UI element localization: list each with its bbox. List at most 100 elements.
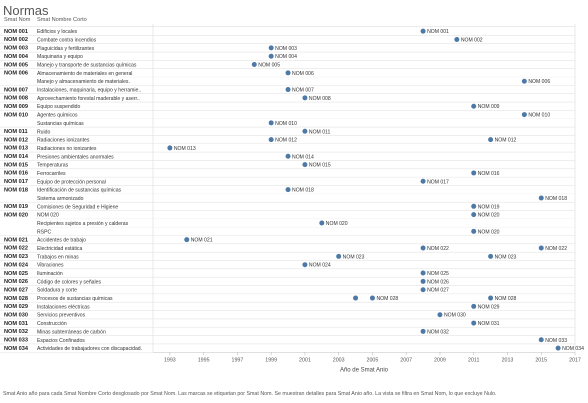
data-point[interactable] — [336, 253, 342, 259]
chart-caption: Smat Anio año para cada Smat Nombre Cort… — [3, 391, 497, 397]
data-point[interactable] — [268, 53, 274, 59]
row-name-label: Aprovechamiento forestal maderable y ase… — [37, 96, 140, 102]
data-point-label: NOM 019 — [478, 204, 500, 210]
row-name-label: Sistema armonizado — [37, 196, 84, 202]
row-name-label: Almacenamiento de materiales en general — [37, 71, 132, 77]
data-point[interactable] — [285, 187, 291, 193]
row-name-label: Instalaciones, maquinaria, equipo y herr… — [37, 88, 141, 94]
row-nom-label: NOM 003 — [4, 46, 28, 52]
row-name-label: Radiaciones ionizantes — [37, 138, 90, 144]
data-point[interactable] — [420, 328, 426, 334]
data-point[interactable] — [420, 270, 426, 276]
data-point[interactable] — [268, 45, 274, 51]
data-point[interactable] — [488, 295, 494, 301]
row-nom-label: NOM 014 — [4, 154, 29, 160]
row-name-label: Manejo y almacenamiento de materiales. — [37, 79, 130, 85]
x-axis-title: Año de Smat Anio — [340, 367, 389, 373]
data-point[interactable] — [538, 195, 544, 201]
row-nom-label: NOM 015 — [4, 162, 28, 168]
data-point-label: NOM 020 — [478, 213, 500, 219]
data-point[interactable] — [420, 278, 426, 284]
data-point[interactable] — [353, 295, 359, 301]
data-point-label: NOM 008 — [309, 96, 331, 102]
data-point[interactable] — [471, 228, 477, 234]
data-point[interactable] — [268, 120, 274, 126]
row-nom-label: NOM 031 — [4, 321, 28, 327]
data-point-label: NOM 014 — [292, 154, 314, 160]
row-name-label: Ruido — [37, 129, 50, 135]
data-point[interactable] — [285, 153, 291, 159]
data-point[interactable] — [285, 87, 291, 93]
row-name-label: Manejo y transporte de sustancias químic… — [37, 63, 137, 69]
data-point[interactable] — [488, 137, 494, 143]
row-nom-label: NOM 012 — [4, 137, 28, 143]
row-name-label: Soldadura y corte — [37, 288, 77, 294]
data-point[interactable] — [521, 112, 527, 118]
data-point[interactable] — [555, 345, 561, 351]
data-point[interactable] — [471, 203, 477, 209]
x-tick-label: 2005 — [367, 357, 379, 363]
data-point[interactable] — [471, 103, 477, 109]
row-nom-label: NOM 002 — [4, 37, 28, 43]
data-point[interactable] — [538, 337, 544, 343]
row-nom-label: NOM 007 — [4, 87, 28, 93]
row-name-label: NOM 020 — [37, 213, 59, 219]
data-point[interactable] — [184, 237, 190, 243]
data-point-label: NOM 028 — [495, 296, 517, 302]
row-name-label: Espacios Confinados — [37, 338, 85, 344]
row-name-label: Sustancias químicas — [37, 121, 84, 127]
data-point[interactable] — [420, 178, 426, 184]
data-point-label: NOM 025 — [427, 271, 449, 277]
data-point[interactable] — [302, 262, 308, 268]
data-point[interactable] — [167, 145, 173, 151]
row-nom-label: NOM 016 — [4, 171, 28, 177]
row-name-label: Instalaciones eléctricas — [37, 304, 90, 310]
row-name-label: Equipo suspendido — [37, 104, 80, 110]
data-point[interactable] — [471, 212, 477, 218]
data-point[interactable] — [420, 287, 426, 293]
row-nom-label: NOM 027 — [4, 287, 28, 293]
row-nom-label: NOM 004 — [4, 54, 29, 60]
data-point[interactable] — [319, 220, 325, 226]
row-nom-label: NOM 022 — [4, 246, 28, 252]
data-point[interactable] — [369, 295, 375, 301]
data-point-label: NOM 032 — [427, 329, 449, 335]
row-nom-label: NOM 026 — [4, 279, 28, 285]
row-name-label: Ferrocarriles — [37, 171, 66, 177]
data-point-label: NOM 027 — [427, 288, 449, 294]
data-point[interactable] — [454, 37, 460, 43]
data-point[interactable] — [302, 128, 308, 134]
data-point-label: NOM 004 — [275, 54, 297, 60]
x-tick-label: 1999 — [265, 357, 277, 363]
data-point-label: NOM 013 — [174, 146, 196, 152]
data-point[interactable] — [420, 28, 426, 34]
data-point[interactable] — [302, 162, 308, 168]
row-nom-label: NOM 034 — [4, 346, 29, 352]
data-point[interactable] — [420, 245, 426, 251]
row-name-label: RSPC — [37, 229, 51, 235]
data-point[interactable] — [488, 253, 494, 259]
data-point[interactable] — [538, 245, 544, 251]
data-point[interactable] — [285, 70, 291, 76]
data-point[interactable] — [251, 62, 257, 68]
x-tick-label: 2007 — [400, 357, 412, 363]
data-point-label: NOM 024 — [309, 263, 331, 269]
row-nom-label: NOM 006 — [4, 71, 28, 77]
data-point-label: NOM 020 — [326, 221, 348, 227]
data-point-label: NOM 015 — [309, 163, 331, 169]
row-nom-label: NOM 017 — [4, 179, 28, 185]
data-point[interactable] — [268, 137, 274, 143]
data-point[interactable] — [471, 303, 477, 309]
data-point[interactable] — [437, 312, 443, 318]
row-name-label: Vibraciones — [37, 263, 64, 269]
data-point[interactable] — [521, 78, 527, 84]
row-name-label: Accidentes de trabajo — [37, 238, 86, 244]
data-point[interactable] — [302, 95, 308, 101]
data-point-label: NOM 018 — [292, 188, 314, 194]
row-name-label: Presiones ambientales anormales — [37, 154, 114, 160]
row-nom-label: NOM 024 — [4, 262, 29, 268]
data-point[interactable] — [471, 170, 477, 176]
data-point-label: NOM 016 — [478, 171, 500, 177]
data-point[interactable] — [471, 320, 477, 326]
row-nom-label: NOM 019 — [4, 204, 28, 210]
